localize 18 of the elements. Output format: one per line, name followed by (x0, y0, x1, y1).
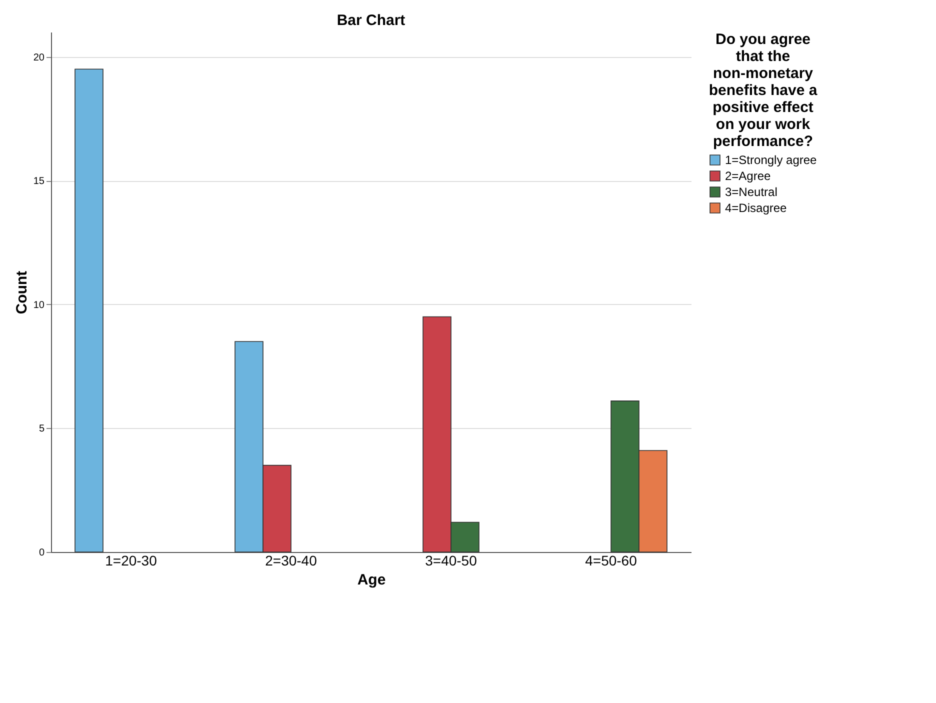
x-tick-label: 1=20-30 (105, 552, 158, 568)
legend-title: Do you agree that the non-monetary benefits have a positive effect on your work performance? (708, 31, 818, 150)
y-tick-label: 15 (33, 176, 45, 188)
bar (74, 68, 104, 552)
legend-label: 4=Disagree (725, 201, 788, 215)
legend-label: 3=Neutral (725, 185, 778, 199)
y-tick-label: 10 (33, 300, 45, 311)
x-axis-title: Age (357, 572, 386, 588)
y-tick-label: 5 (38, 424, 45, 435)
y-tick-label: 20 (33, 52, 45, 64)
chart-title: Bar Chart (336, 12, 406, 29)
y-tick-label: 0 (38, 548, 45, 558)
x-tick-label: 2=30-40 (265, 552, 318, 568)
legend-label: 2=Agree (725, 169, 772, 183)
legend-label: 1=Strongly agree (725, 153, 818, 167)
y-axis-title: Count (13, 270, 30, 314)
x-tick-label: 3=40-50 (425, 552, 478, 568)
x-tick-label: 4=50-60 (585, 552, 638, 568)
